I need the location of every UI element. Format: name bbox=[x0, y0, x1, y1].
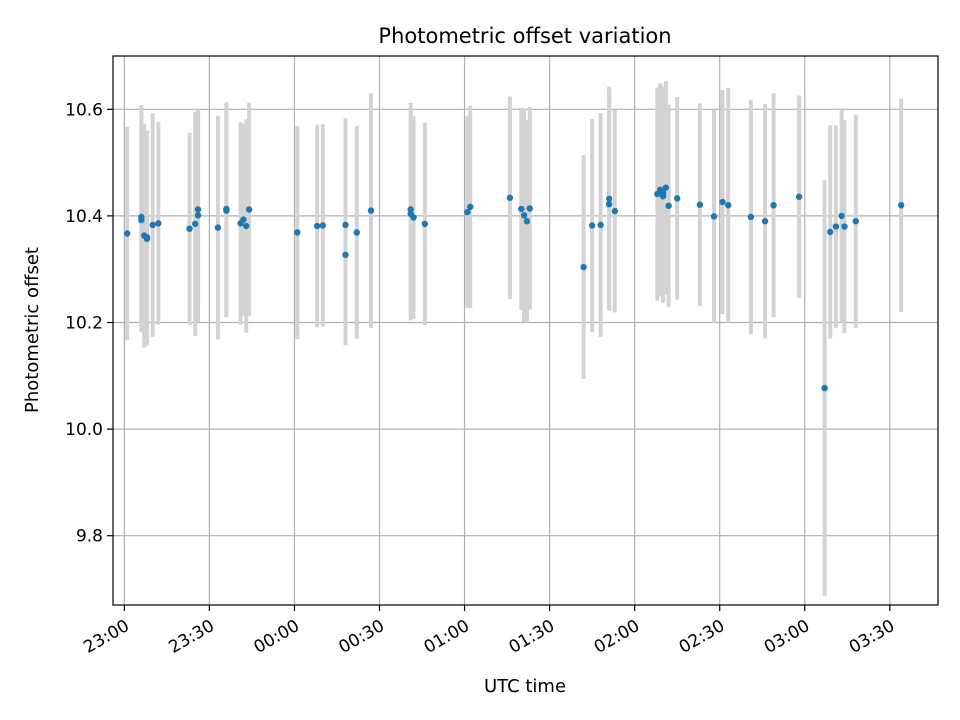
data-point bbox=[467, 203, 474, 211]
y-tick-label: 10.0 bbox=[65, 420, 103, 440]
y-tick-label: 10.2 bbox=[65, 314, 103, 334]
data-point bbox=[342, 221, 349, 229]
data-point bbox=[605, 200, 613, 208]
data-point bbox=[506, 194, 514, 201]
data-point bbox=[673, 195, 681, 202]
y-axis-ticks: 9.8 10.0 10.2 10.4 10.6 bbox=[65, 100, 113, 547]
data-point bbox=[520, 212, 528, 219]
data-point bbox=[342, 251, 349, 259]
data-point bbox=[795, 193, 803, 200]
data-point bbox=[464, 208, 471, 216]
data-point bbox=[662, 184, 670, 191]
y-tick-label: 10.6 bbox=[65, 100, 103, 120]
data-point bbox=[518, 205, 525, 213]
data-point bbox=[821, 384, 828, 392]
y-tick-label: 9.8 bbox=[76, 527, 103, 547]
y-axis-label: Photometric offset bbox=[22, 247, 43, 413]
data-point bbox=[214, 224, 222, 231]
data-point bbox=[192, 220, 199, 228]
plot-frame bbox=[112, 55, 939, 606]
data-point bbox=[245, 206, 253, 213]
x-axis-label: UTC time bbox=[484, 676, 566, 697]
data-point bbox=[194, 212, 202, 219]
data-point bbox=[367, 207, 375, 214]
data-point bbox=[123, 230, 131, 237]
points bbox=[123, 184, 905, 392]
data-point bbox=[611, 207, 619, 215]
chart-title: Photometric offset variation bbox=[378, 24, 671, 48]
data-point bbox=[186, 225, 193, 232]
data-point bbox=[852, 218, 859, 225]
data-point bbox=[240, 216, 247, 223]
data-point bbox=[223, 205, 230, 213]
data-point bbox=[605, 195, 613, 203]
data-point bbox=[155, 220, 162, 227]
data-point bbox=[588, 222, 596, 229]
data-point bbox=[719, 198, 726, 206]
data-point bbox=[319, 222, 326, 229]
data-point bbox=[143, 235, 151, 243]
data-point bbox=[580, 263, 587, 271]
data-point bbox=[421, 220, 429, 228]
data-point bbox=[832, 223, 840, 230]
data-point bbox=[725, 202, 732, 209]
data-point bbox=[410, 214, 417, 221]
data-point bbox=[659, 192, 667, 200]
y-tick-label: 10.4 bbox=[65, 207, 103, 227]
data-point bbox=[294, 229, 301, 236]
data-point bbox=[313, 222, 321, 230]
data-point bbox=[710, 213, 718, 220]
data-point bbox=[761, 218, 769, 225]
data-point bbox=[194, 206, 202, 213]
data-point bbox=[897, 202, 905, 209]
data-point bbox=[747, 213, 755, 221]
data-point bbox=[838, 212, 845, 220]
data-point bbox=[770, 202, 777, 209]
data-point bbox=[526, 205, 533, 212]
data-point bbox=[696, 201, 704, 208]
data-point bbox=[149, 221, 156, 229]
data-point bbox=[841, 223, 848, 230]
data-point bbox=[138, 216, 145, 224]
data-point bbox=[827, 228, 834, 236]
data-point bbox=[597, 221, 604, 229]
data-point bbox=[665, 202, 672, 209]
data-point bbox=[243, 222, 250, 230]
data-point bbox=[353, 229, 361, 236]
data-point bbox=[523, 218, 531, 225]
